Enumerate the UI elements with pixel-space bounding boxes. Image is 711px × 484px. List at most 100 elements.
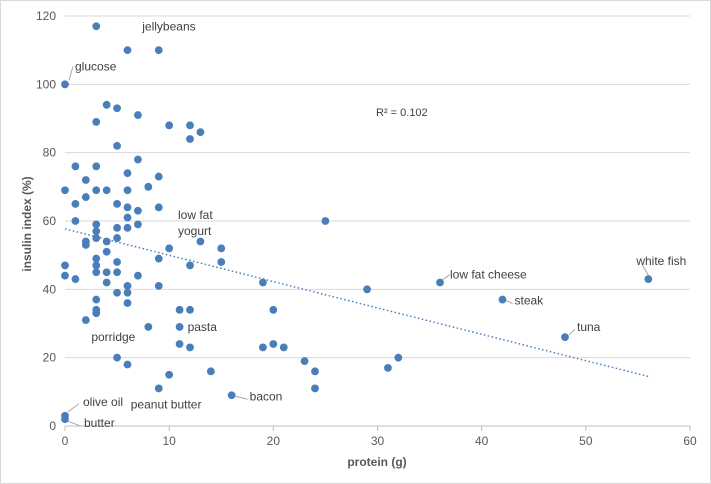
x-tick-label: 30 [371, 434, 385, 448]
data-point [154, 282, 163, 290]
data-point [71, 162, 80, 171]
annotation-label: glucose [75, 59, 117, 73]
data-point [154, 46, 163, 55]
data-point [165, 370, 174, 379]
data-point [92, 234, 101, 242]
data-point [175, 340, 184, 348]
annotation-label: porridge [91, 330, 135, 344]
data-point [311, 367, 319, 376]
data-point [186, 135, 194, 143]
data-point [206, 367, 215, 376]
data-point [300, 357, 309, 365]
y-tick-label: 100 [36, 77, 56, 91]
data-point [269, 305, 278, 314]
data-point [384, 364, 392, 372]
data-point [61, 261, 69, 270]
data-point [81, 176, 90, 184]
data-point [102, 247, 111, 256]
annotation-label: white fish [635, 254, 686, 268]
data-point [186, 305, 194, 314]
data-point [123, 299, 132, 307]
x-tick-label: 20 [267, 434, 281, 448]
data-point [186, 261, 194, 270]
data-point [81, 241, 90, 249]
y-tick-label: 40 [43, 282, 57, 296]
data-point [259, 278, 267, 287]
data-point [92, 254, 101, 263]
data-point [186, 343, 194, 352]
data-point [154, 384, 163, 393]
axes: 0 20 40 60 80 100 120 0 10 20 30 40 50 60 [36, 9, 697, 448]
annotations: jellybeans glucose low fat yogurt low fat ch… [67, 19, 686, 430]
x-tick-label: 50 [579, 434, 593, 448]
data-point [81, 316, 90, 324]
data-point [92, 268, 101, 277]
data-point [102, 278, 111, 287]
data-point [92, 309, 101, 318]
annotation-label: pasta [188, 320, 218, 334]
annotation-leader [235, 395, 248, 400]
data-point [154, 254, 163, 263]
data-point [61, 186, 69, 195]
y-tick-label: 80 [43, 146, 57, 160]
x-tick-label: 10 [162, 434, 176, 448]
data-point [227, 391, 236, 400]
r-squared-label: R² = 0.102 [376, 107, 428, 119]
annotation-leader [641, 264, 649, 276]
x-axis-title: protein (g) [347, 455, 406, 469]
data-point [321, 217, 330, 225]
y-tick-label: 0 [49, 419, 56, 433]
data-point [92, 295, 101, 304]
data-point [196, 128, 205, 137]
data-point [61, 80, 69, 89]
data-point [113, 223, 121, 232]
data-point [123, 282, 132, 290]
data-point [71, 217, 80, 225]
data-point [154, 172, 163, 181]
data-point [113, 288, 121, 297]
trendline-group [64, 228, 649, 378]
y-tick-label: 20 [43, 351, 57, 365]
data-point [61, 415, 69, 424]
data-point [102, 268, 111, 277]
data-point [81, 193, 90, 201]
data-point [394, 353, 403, 362]
data-point [92, 186, 101, 195]
data-point [123, 213, 132, 222]
data-point [259, 343, 267, 352]
y-tick-label: 120 [36, 9, 56, 23]
trendline [64, 228, 649, 378]
data-point [113, 104, 121, 113]
data-point [134, 206, 142, 215]
x-tick-label: 60 [683, 434, 697, 448]
y-tick-label: 60 [43, 214, 57, 228]
annotation-label: steak [515, 294, 545, 308]
data-point [134, 220, 142, 229]
data-point [123, 203, 132, 212]
annotation-label: peanut butter [131, 397, 202, 411]
data-point [92, 261, 101, 270]
data-point [102, 237, 111, 246]
data-point [123, 186, 132, 195]
data-point [279, 343, 288, 352]
data-point [71, 275, 80, 283]
data-point [217, 258, 226, 266]
annotation-label: tuna [577, 320, 601, 334]
data-point [498, 295, 507, 304]
data-point [123, 223, 132, 232]
data-point [217, 244, 226, 253]
data-point [134, 155, 142, 164]
data-point [175, 305, 184, 314]
data-point [134, 271, 142, 280]
x-tick-label: 0 [62, 434, 69, 448]
data-point [123, 288, 132, 297]
data-point [186, 121, 194, 130]
annotation-label: jellybeans [141, 19, 195, 33]
data-point [92, 227, 101, 236]
data-point [123, 360, 132, 369]
data-point [436, 278, 444, 287]
data-point [144, 182, 153, 191]
data-point [269, 340, 278, 348]
